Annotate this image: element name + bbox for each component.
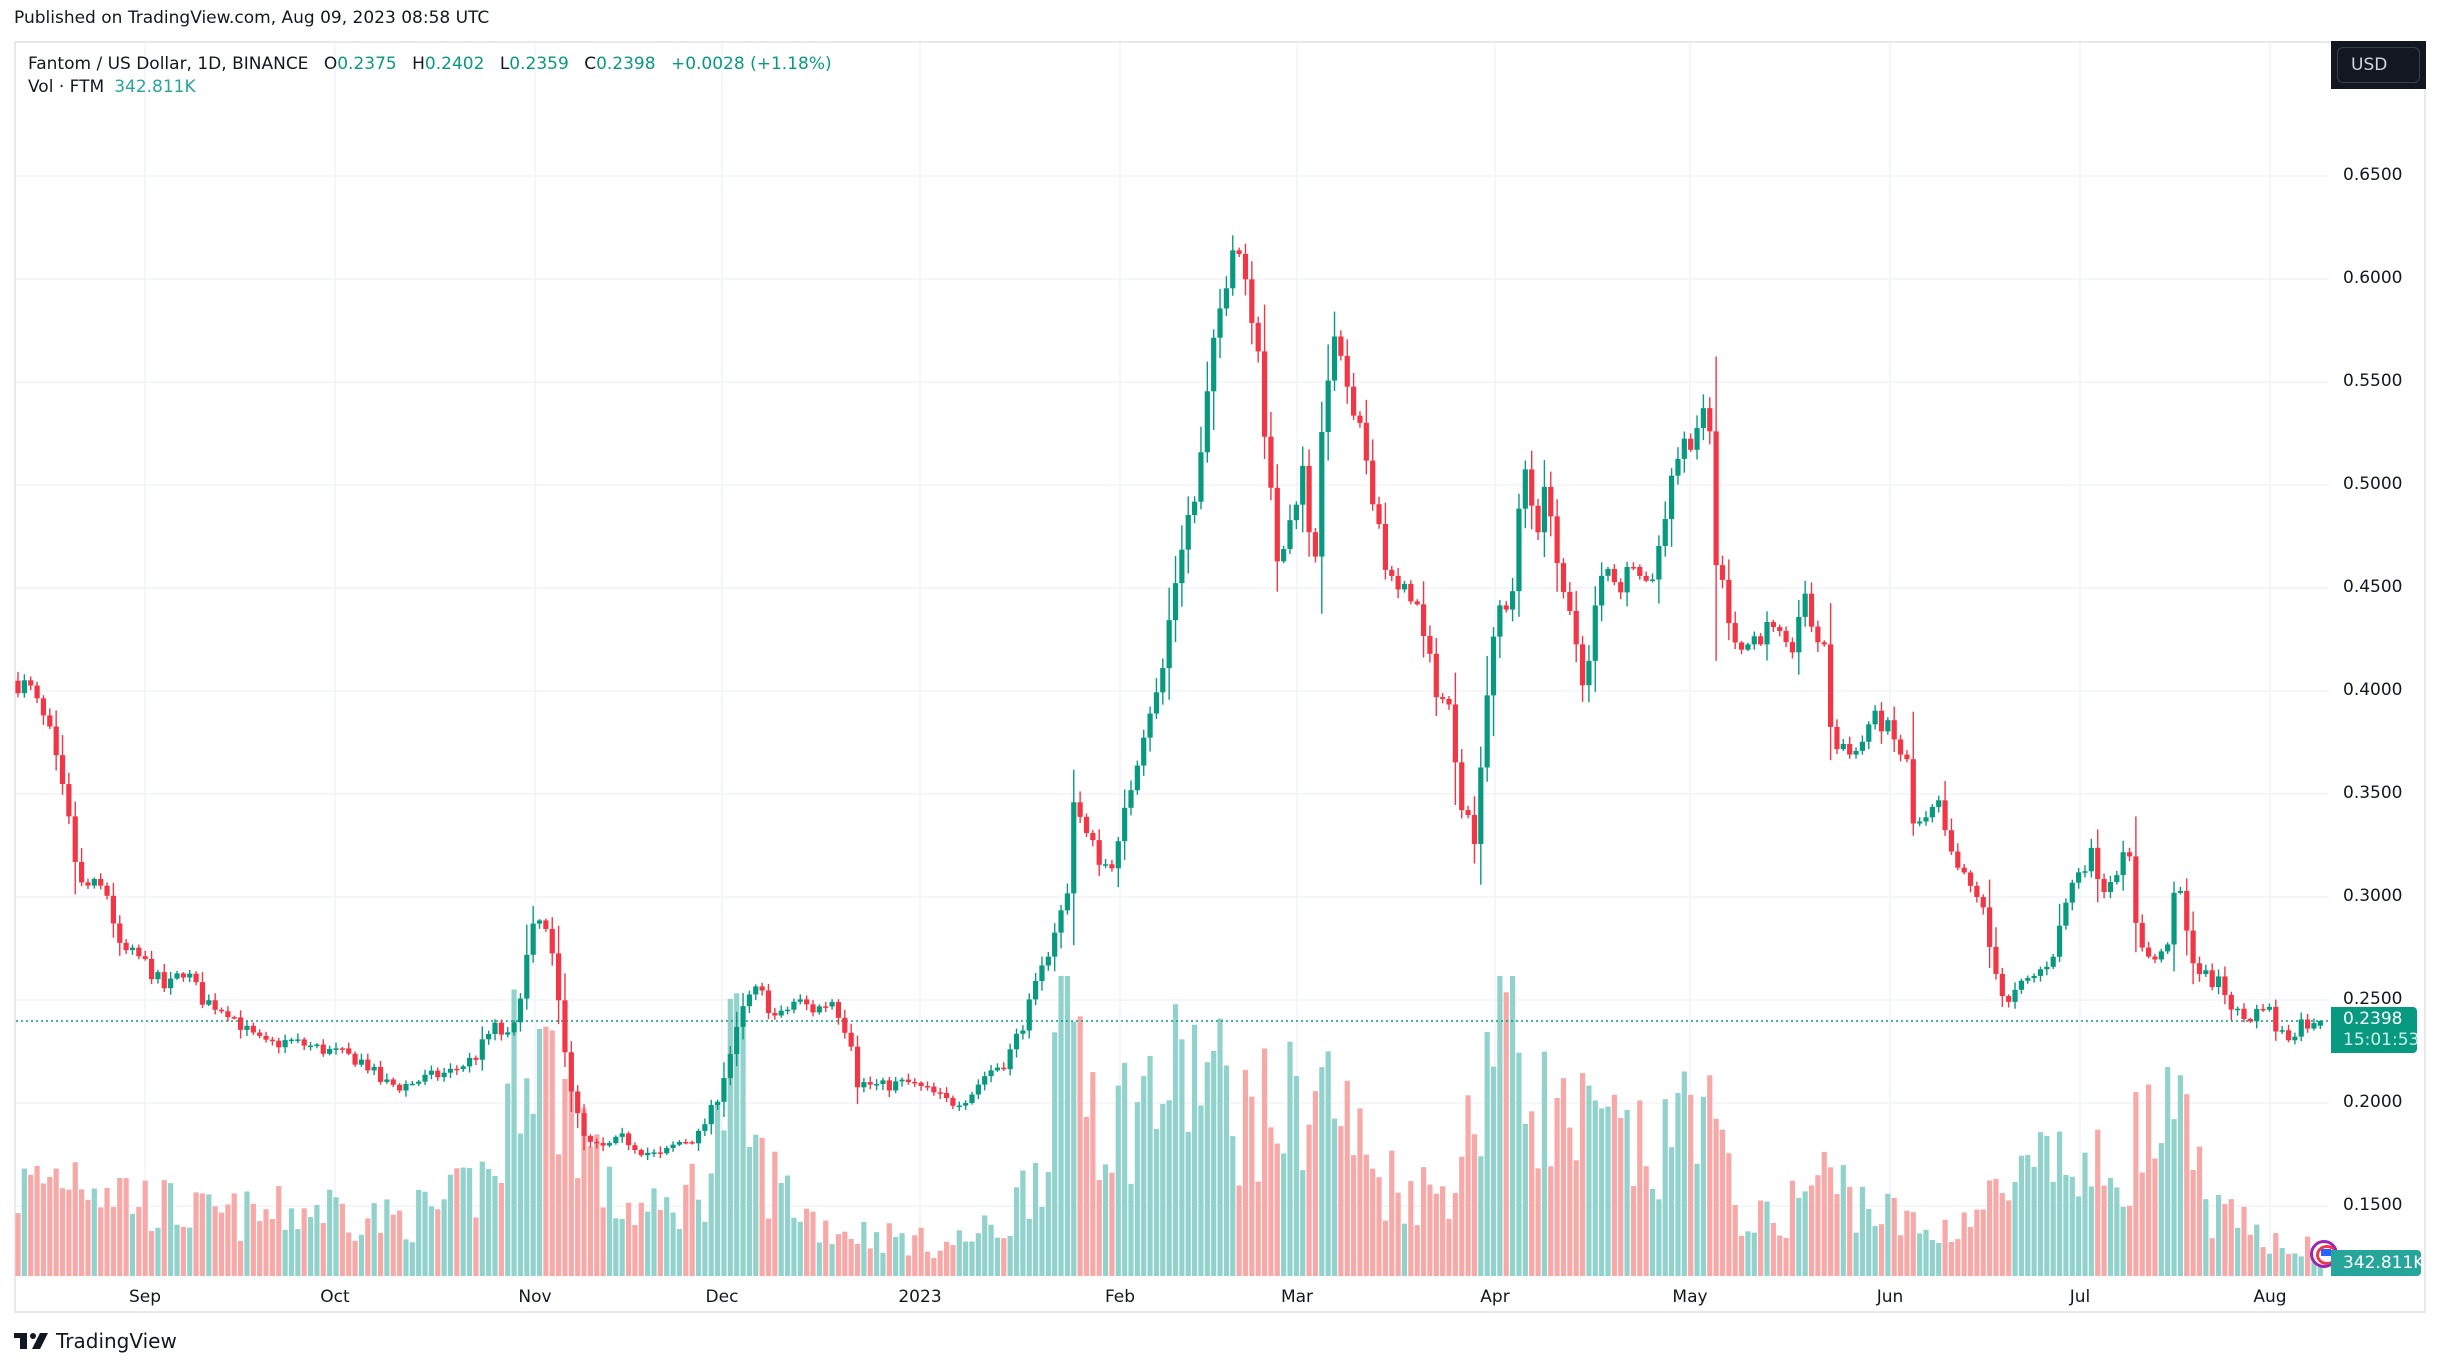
price-tick-label: 0.3000 [2343,886,2403,906]
change-value: +0.0028 (+1.18%) [670,54,832,74]
high-value: 0.2402 [424,54,485,74]
brand-name: TradingView [56,1329,177,1353]
low-label: L [499,54,510,74]
price-tick-label: 0.3500 [2343,783,2403,803]
high-label: H [412,54,425,74]
time-tick-label: May [1672,1287,1708,1307]
published-caption: Published on TradingView.com, Aug 09, 20… [14,8,490,28]
low-value: 0.2359 [509,54,569,74]
price-tick-label: 0.1500 [2343,1195,2403,1215]
time-tick-label: Oct [320,1287,350,1307]
time-tick-label: Dec [705,1287,739,1307]
tradingview-logo-icon [14,1333,48,1349]
close-value: 0.2398 [596,54,656,74]
volume-label[interactable]: Vol · FTM [28,77,105,97]
price-tick-label: 0.4000 [2343,680,2403,700]
tradingview-brand[interactable]: TradingView [14,1329,177,1353]
chart-frame [14,41,2426,1313]
price-tick-label: 0.6000 [2343,268,2403,288]
time-tick-label: Feb [1104,1287,1136,1307]
time-tick-label: Sep [128,1287,162,1307]
time-tick-label: 2023 [898,1287,942,1307]
last-price: 0.2398 [2343,1009,2403,1029]
volume-value: 342.811K [114,77,196,97]
price-tick-label: 0.4500 [2343,577,2403,597]
price-tick-label: 0.6500 [2343,165,2403,185]
open-value: 0.2375 [337,54,397,74]
time-tick-label: Mar [1280,1287,1314,1307]
price-tick-label: 0.2000 [2343,1092,2403,1112]
time-tick-label: Jul [2069,1287,2091,1307]
open-label: O [323,54,338,74]
price-tick-label: 0.5000 [2343,474,2403,494]
time-tick-label: Apr [1480,1287,1510,1307]
time-tick-label: Jun [1876,1287,1904,1307]
time-tick-label: Aug [2253,1287,2287,1307]
close-label: C [584,54,597,74]
currency-panel: USD [2331,41,2426,89]
last-price-tag: 0.2398 15:01:53 [2331,1007,2420,1053]
volume-tag: 342.811K [2331,1250,2424,1276]
symbol-legend: Fantom / US Dollar, 1D, BINANCE O0.2375 … [28,52,842,76]
currency-button[interactable]: USD [2337,47,2420,83]
price-tick-label: 0.5500 [2343,371,2403,391]
price-tick-label: 0.2500 [2343,989,2403,1009]
bar-countdown: 15:01:53 [2343,1030,2420,1050]
time-tick-label: Nov [518,1287,552,1307]
symbol-name[interactable]: Fantom / US Dollar, 1D, BINANCE [28,54,309,74]
volume-legend: Vol · FTM 342.811K [28,77,196,97]
